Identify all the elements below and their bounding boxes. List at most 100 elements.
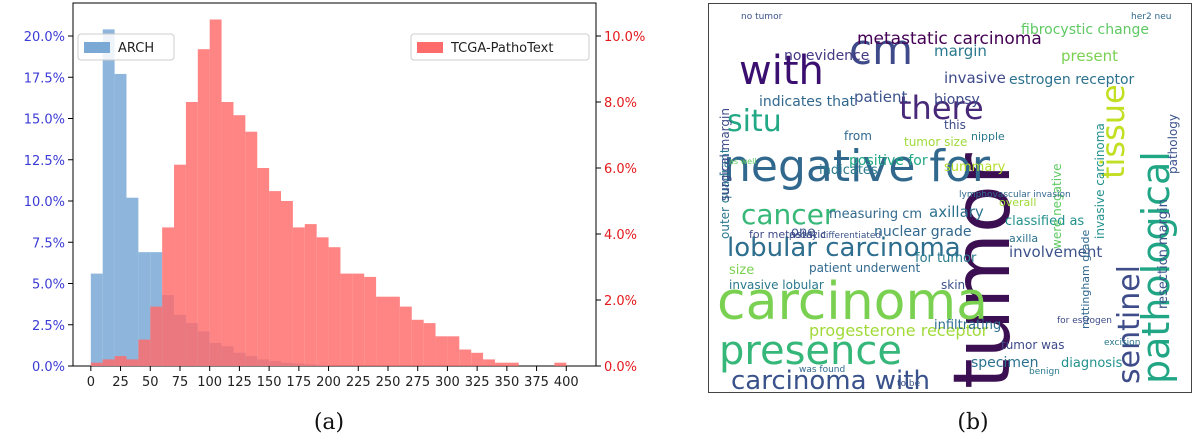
tcga-bar xyxy=(102,359,115,366)
cloud-word: poorly differentiated xyxy=(789,231,881,241)
y-left-tick-label: 5.0% xyxy=(32,278,65,293)
cloud-word: with xyxy=(739,48,824,94)
cloud-word: measuring cm xyxy=(829,207,922,222)
cloud-word: invasive lobular xyxy=(729,278,824,292)
x-tick-label: 125 xyxy=(227,375,252,390)
cloud-word: for tumor xyxy=(915,251,977,266)
cloud-word: to be xyxy=(897,379,921,389)
cloud-word: skin xyxy=(941,278,965,292)
cloud-word: benign xyxy=(1029,367,1060,377)
tcga-bar xyxy=(233,115,246,366)
arch-bar xyxy=(138,252,151,366)
cloud-word: her2 neu xyxy=(1131,12,1171,22)
cloud-word: indicates xyxy=(819,163,878,178)
cloud-word: one xyxy=(791,225,815,240)
tcga-bar xyxy=(364,276,377,366)
legend-arch-label: ARCH xyxy=(118,41,154,56)
cloud-word: progesterone receptor xyxy=(809,321,989,340)
cloud-word: diagnosis xyxy=(1061,356,1123,371)
x-tick-label: 400 xyxy=(554,375,579,390)
cloud-word: situ xyxy=(727,104,782,139)
cloud-word: tumor was xyxy=(1001,338,1065,352)
cloud-word: no tumor xyxy=(741,12,783,22)
chart-legends: ARCH TCGA-PathoText xyxy=(77,33,590,61)
x-tick-label: 275 xyxy=(405,375,430,390)
legend-arch: ARCH xyxy=(77,33,175,61)
cloud-word: positive for xyxy=(849,153,928,169)
cloud-word: lobular carcinoma xyxy=(727,233,961,263)
chart-axes: 0 25 50 75 100 125 150 175 200 225 250 275 300 325 350… xyxy=(24,30,646,390)
cloud-word: metastatic carcinoma xyxy=(857,29,1042,49)
tcga-bar xyxy=(221,102,234,366)
tcga-bar xyxy=(138,339,151,366)
tcga-bar xyxy=(554,362,567,366)
y-right-tick-label: 2.0% xyxy=(604,294,637,309)
cloud-word: no evidence xyxy=(784,48,869,64)
cloud-word: pathological xyxy=(1134,151,1178,384)
cloud-word: involvement xyxy=(1009,243,1102,261)
y-left-tick-label: 0.0% xyxy=(32,360,65,375)
x-tick-label: 375 xyxy=(524,375,549,390)
cloud-word: overall xyxy=(999,196,1036,209)
tcga-bar xyxy=(411,319,424,366)
y-right-tick-label: 10.0% xyxy=(604,30,645,45)
cloud-word: invasive carcinoma xyxy=(1093,123,1107,239)
cloud-word: specimen xyxy=(971,355,1039,371)
tcga-bar xyxy=(506,362,519,366)
cloud-word: axilla xyxy=(1009,232,1038,245)
legend-tcga: TCGA-PathoText xyxy=(410,33,590,61)
legend-tcga-frame xyxy=(410,33,590,61)
tcga-bar xyxy=(269,191,282,366)
tcga-bar xyxy=(174,164,186,366)
legend-tcga-label: TCGA-PathoText xyxy=(450,41,553,56)
tcga-bar xyxy=(435,336,448,366)
cloud-word: this xyxy=(944,118,966,132)
y-right-tick-label: 6.0% xyxy=(604,162,637,177)
cloud-word: nuclear grade xyxy=(874,224,971,240)
x-tick-label: 100 xyxy=(197,375,222,390)
cloud-word: fibrocystic change xyxy=(1021,22,1149,38)
cloud-word: infiltrating xyxy=(934,318,1001,333)
cloud-word: sentinel xyxy=(1112,265,1147,384)
x-tick-label: 75 xyxy=(172,375,189,390)
arch-bar xyxy=(126,197,139,366)
tcga-bar xyxy=(352,273,365,366)
tcga-bar xyxy=(292,227,305,366)
cloud-word: cancer xyxy=(741,198,836,231)
y-right-tick-label: 8.0% xyxy=(604,96,637,111)
tcga-bar xyxy=(281,201,293,366)
x-tick-label: 150 xyxy=(257,375,282,390)
x-tick-label: 50 xyxy=(142,375,159,390)
x-tick-label: 350 xyxy=(494,375,519,390)
cloud-word: patient underwent xyxy=(809,261,920,275)
y-left-tick-label: 2.5% xyxy=(32,319,65,334)
cloud-word: size xyxy=(729,263,754,278)
y-left-tick-label: 10.0% xyxy=(24,195,65,210)
tcga-bars xyxy=(90,19,567,366)
tcga-bar xyxy=(459,349,472,366)
cloud-word: lymphovascular invasion xyxy=(959,190,1071,200)
x-tick-label: 325 xyxy=(465,375,490,390)
cloud-word: were negative xyxy=(1050,163,1064,249)
caption-a: (a) xyxy=(313,410,345,435)
tcga-bar xyxy=(304,224,317,366)
cloud-word: for metastatic xyxy=(749,228,826,241)
cloud-word: from xyxy=(844,129,872,143)
legend-tcga-swatch xyxy=(417,42,443,53)
y-left-tick-label: 17.5% xyxy=(24,71,65,86)
tcga-bar xyxy=(150,306,163,366)
histogram-chart: 0 25 50 75 100 125 150 175 200 225 250 275 300 325 350… xyxy=(24,2,646,390)
cloud-word: was found xyxy=(799,365,845,375)
tcga-bar xyxy=(197,49,210,366)
cloud-word: tumor xyxy=(938,152,1028,389)
cloud-word: summary xyxy=(944,160,1006,175)
tcga-bar xyxy=(90,362,103,366)
cloud-word: margin xyxy=(934,42,987,60)
tcga-bar xyxy=(162,227,175,366)
cloud-word: present xyxy=(1061,47,1118,65)
legend-arch-frame xyxy=(77,33,175,61)
cloud-word: presence xyxy=(719,328,902,374)
arch-bar xyxy=(114,73,127,366)
x-tick-label: 250 xyxy=(376,375,401,390)
